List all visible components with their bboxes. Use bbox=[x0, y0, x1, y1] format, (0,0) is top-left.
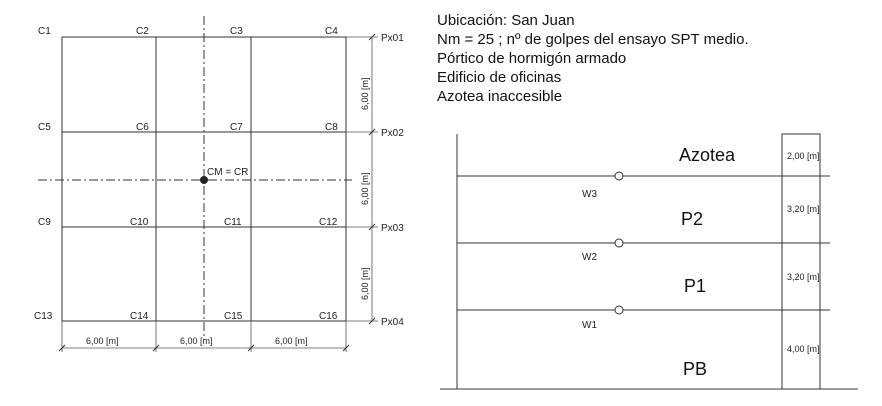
floor-label-p1: P1 bbox=[684, 276, 706, 296]
column-label: C13 bbox=[34, 311, 53, 322]
height-label: 3,20 [m] bbox=[787, 204, 820, 214]
info-location: Ubicación: San Juan bbox=[437, 12, 575, 29]
force-node-w1 bbox=[614, 305, 624, 315]
column-label: C9 bbox=[38, 217, 51, 228]
dimension-tick bbox=[368, 317, 376, 325]
elevation: W3 W2 W1 Azotea P2 P1 PB 2,00 [m] 3,20 [… bbox=[440, 133, 858, 390]
floor-label-azotea: Azotea bbox=[679, 145, 736, 165]
column-label: C2 bbox=[136, 26, 149, 37]
force-label-w1: W1 bbox=[582, 320, 597, 331]
horizontal-dimension-label: 6,00 [m] bbox=[86, 336, 119, 346]
force-node-w3 bbox=[614, 171, 624, 181]
height-label: 2,00 [m] bbox=[787, 151, 820, 161]
column-label: C5 bbox=[38, 122, 51, 133]
info-building-use: Edificio de oficinas bbox=[437, 69, 561, 86]
column-label: C16 bbox=[319, 311, 338, 322]
column-label: C8 bbox=[325, 122, 338, 133]
vertical-dimension-label: 6,00 [m] bbox=[360, 77, 370, 110]
dimension-tick bbox=[368, 128, 376, 136]
horizontal-dimension-label: 6,00 [m] bbox=[180, 336, 213, 346]
column-label: C12 bbox=[319, 217, 338, 228]
column-label: C14 bbox=[130, 311, 149, 322]
height-label: 3,20 [m] bbox=[787, 272, 820, 282]
info-structure: Pórtico de hormigón armado bbox=[437, 50, 626, 67]
column-label: C6 bbox=[136, 122, 149, 133]
project-info: Ubicación: San Juan Nm = 25 ; nº de golp… bbox=[437, 12, 749, 105]
dimension-tick bbox=[58, 344, 66, 352]
dimension-tick bbox=[368, 223, 376, 231]
dimension-tick bbox=[247, 344, 255, 352]
center-of-mass-dot bbox=[200, 176, 208, 184]
column-label: C1 bbox=[38, 26, 51, 37]
force-label-w3: W3 bbox=[582, 189, 597, 200]
portico-label: Px02 bbox=[381, 128, 404, 139]
portico-label: Px01 bbox=[381, 33, 404, 44]
column-label: C15 bbox=[224, 311, 243, 322]
column-label: C3 bbox=[230, 26, 243, 37]
portico-label: Px04 bbox=[381, 317, 404, 328]
column-label: C11 bbox=[224, 217, 242, 228]
dimension-tick bbox=[152, 344, 160, 352]
vertical-dimension-label: 6,00 [m] bbox=[360, 172, 370, 205]
height-label: 4,00 [m] bbox=[787, 344, 820, 354]
floor-label-p2: P2 bbox=[681, 209, 703, 229]
info-spt: Nm = 25 ; nº de golpes del ensayo SPT me… bbox=[437, 31, 749, 48]
info-roof: Azotea inaccesible bbox=[437, 88, 562, 105]
floor-plan: CM = CR C1 C2 C3 C4 C5 C6 C7 C8 C9 C10 C… bbox=[34, 16, 404, 352]
force-label-w2: W2 bbox=[582, 252, 597, 263]
column-label: C4 bbox=[325, 26, 338, 37]
dimension-tick bbox=[342, 344, 350, 352]
force-node-w2 bbox=[614, 238, 624, 248]
floor-label-pb: PB bbox=[683, 359, 707, 379]
dimension-tick bbox=[368, 33, 376, 41]
vertical-dimension-label: 6,00 [m] bbox=[360, 267, 370, 300]
column-label: C7 bbox=[230, 122, 243, 133]
column-label: C10 bbox=[130, 217, 149, 228]
portico-label: Px03 bbox=[381, 223, 404, 234]
horizontal-dimension-label: 6,00 [m] bbox=[275, 336, 308, 346]
center-label: CM = CR bbox=[207, 167, 248, 178]
